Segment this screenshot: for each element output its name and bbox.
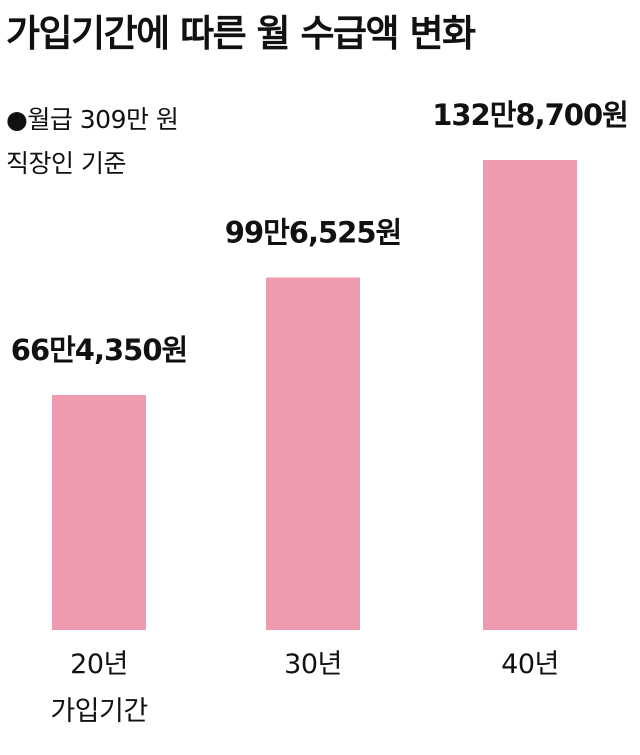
- category-label-3: 40년: [501, 649, 559, 680]
- salary-note: ●월급 309만 원: [6, 105, 179, 134]
- bar-1: [52, 395, 146, 630]
- value-label-3: 132만8,700원: [432, 98, 628, 132]
- bar-2: [266, 277, 360, 630]
- basis-note: 직장인 기준: [6, 149, 126, 178]
- chart-title: 가입기간에 따른 월 수급액 변화: [6, 12, 476, 55]
- value-label-2: 99만6,525원: [225, 216, 401, 250]
- value-label-1: 66만4,350원: [11, 333, 187, 367]
- bar-3: [483, 160, 577, 630]
- category-label-1: 20년: [70, 649, 128, 680]
- x-axis-caption: 가입기간: [50, 696, 147, 727]
- category-label-2: 30년: [284, 649, 342, 680]
